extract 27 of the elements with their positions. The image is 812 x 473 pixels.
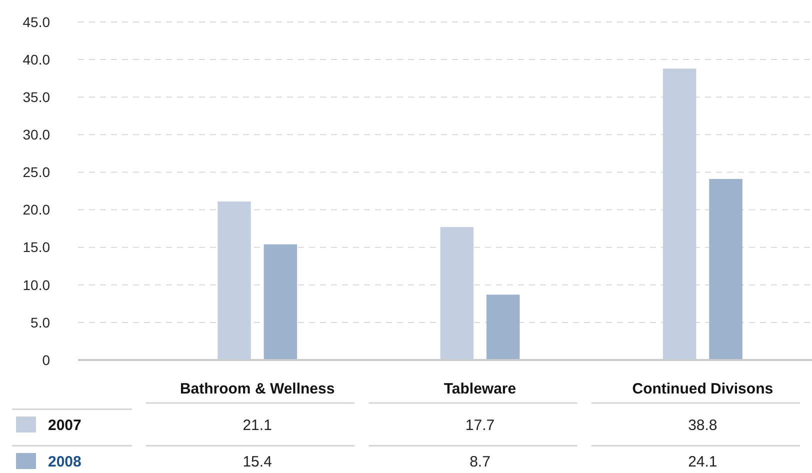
x-tick-label: Tableware <box>444 380 516 398</box>
bar <box>709 178 742 360</box>
y-tick-label: 25.0 <box>22 164 50 180</box>
x-tick-label: Continued Divisons <box>632 380 774 398</box>
y-tick-label: 5.0 <box>30 314 50 330</box>
data-label: 38.8 <box>688 416 718 434</box>
bar <box>486 294 520 360</box>
data-label: 24.1 <box>688 453 718 470</box>
bar <box>440 227 474 360</box>
y-tick-label: 0 <box>42 352 50 368</box>
y-tick-label: 20.0 <box>22 202 50 218</box>
legend-label: 2008 <box>48 453 82 470</box>
y-tick-label: 15.0 <box>22 239 50 256</box>
bar <box>264 244 298 360</box>
legend-label: 2007 <box>48 416 82 434</box>
x-tick-label: Bathroom & Wellness <box>180 380 335 398</box>
data-label: 15.4 <box>242 453 272 470</box>
data-label: 8.7 <box>470 453 490 470</box>
bar <box>662 68 696 360</box>
y-tick-label: 30.0 <box>22 126 50 143</box>
y-tick-label: 35.0 <box>22 89 50 106</box>
bar <box>218 202 251 360</box>
y-tick-label: 10.0 <box>22 276 50 293</box>
data-label: 21.1 <box>242 416 272 434</box>
data-label: 17.7 <box>465 416 495 434</box>
y-tick-label: 45.0 <box>22 14 50 30</box>
y-tick-label: 40.0 <box>22 51 50 68</box>
